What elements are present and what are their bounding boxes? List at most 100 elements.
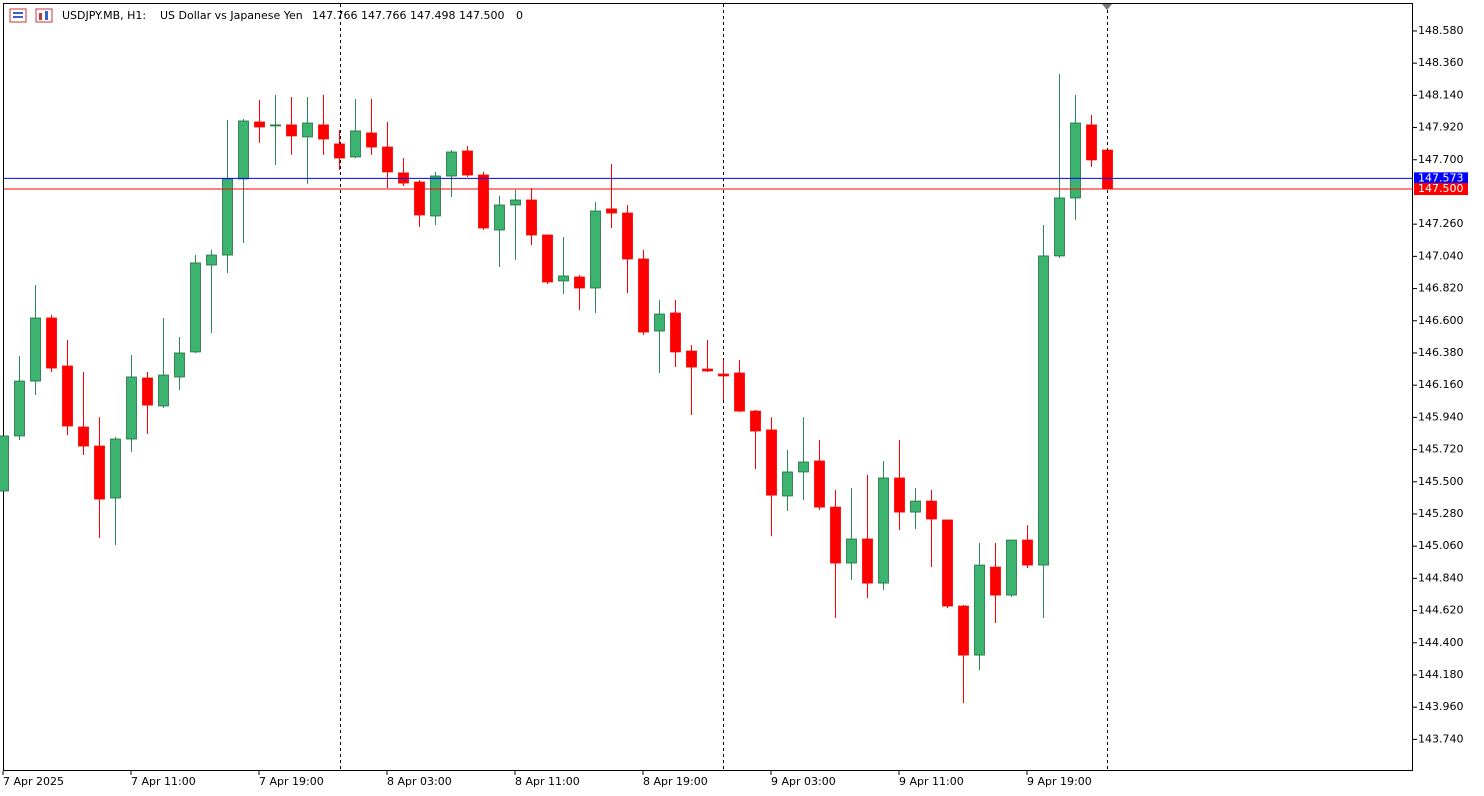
candle-body [302, 122, 313, 138]
candle-body [414, 181, 425, 216]
y-tick-label: 145.060 [1418, 539, 1464, 552]
y-tick-label: 147.260 [1418, 217, 1464, 230]
y-tick-label: 145.500 [1418, 475, 1464, 488]
candle-body [190, 262, 201, 353]
x-tick-label: 8 Apr 19:00 [643, 775, 708, 788]
y-tick-label: 147.700 [1418, 153, 1464, 166]
candle-body [542, 234, 553, 283]
x-tick-label: 7 Apr 19:00 [259, 775, 324, 788]
candle-body [462, 150, 473, 176]
candle-body [142, 377, 153, 406]
x-tick-label: 8 Apr 11:00 [515, 775, 580, 788]
candle-body [846, 538, 857, 564]
icon [45, 11, 48, 20]
y-tick-label: 146.820 [1418, 282, 1464, 295]
y-tick-label: 144.840 [1418, 571, 1464, 584]
chart-subtitle: US Dollar vs Japanese Yen [160, 9, 303, 22]
candle-body [286, 124, 297, 137]
candle-body [766, 429, 777, 496]
price-label: 147.500 [1418, 182, 1464, 195]
candle-body [782, 471, 793, 497]
candle-body [590, 210, 601, 289]
candle-body [974, 564, 985, 656]
candle-body [830, 506, 841, 564]
candle-body [1070, 122, 1081, 199]
candle-body [654, 313, 665, 332]
candle-body [270, 124, 281, 127]
y-tick-label: 145.940 [1418, 410, 1464, 423]
shift-marker [1102, 4, 1112, 10]
candle-body [814, 460, 825, 508]
candle-body [1054, 197, 1065, 257]
x-tick-label: 7 Apr 11:00 [131, 775, 196, 788]
candle-body [334, 143, 345, 159]
y-tick-label: 148.140 [1418, 88, 1464, 101]
y-tick-label: 145.720 [1418, 443, 1464, 456]
candle-body [206, 254, 217, 266]
candle-body [382, 146, 393, 173]
candle-body [94, 445, 105, 500]
candle-body [1038, 255, 1049, 566]
y-tick-label: 148.360 [1418, 56, 1464, 69]
candle-body [446, 151, 457, 177]
candle-body [574, 276, 585, 289]
candle-body [734, 372, 745, 412]
candle-body [1086, 124, 1097, 161]
candle-body [926, 500, 937, 520]
x-tick-label: 7 Apr 2025 [3, 775, 64, 788]
candle-body [990, 566, 1001, 596]
y-tick-label: 146.380 [1418, 346, 1464, 359]
y-tick-label: 148.580 [1418, 24, 1464, 37]
y-tick-label: 146.600 [1418, 314, 1464, 327]
candle-body [526, 199, 537, 236]
candle-body [638, 258, 649, 333]
candle-body [350, 130, 361, 158]
candle-body [894, 477, 905, 513]
candle-body [110, 438, 121, 499]
candle-body [478, 174, 489, 229]
candle-body [750, 410, 761, 432]
y-tick-label: 145.280 [1418, 507, 1464, 520]
x-tick-label: 8 Apr 03:00 [387, 775, 452, 788]
candle-body [366, 132, 377, 148]
candle-body [686, 350, 697, 368]
icon [13, 12, 23, 14]
chart-title: USDJPY.MB, H1: [62, 9, 146, 22]
candle-body [1102, 149, 1113, 190]
candle-body [46, 317, 57, 369]
icon [35, 8, 53, 23]
candle-body [878, 477, 889, 584]
candle-body [702, 368, 713, 372]
candle-body [14, 380, 25, 437]
candle-body [254, 121, 265, 128]
candle-body [798, 461, 809, 473]
price-label-box [1414, 172, 1468, 185]
candle-body [606, 208, 617, 214]
candle-body [0, 435, 9, 492]
y-tick-label: 143.960 [1418, 700, 1464, 713]
y-tick-label: 143.740 [1418, 732, 1464, 745]
candle-body [238, 120, 249, 180]
y-tick-label: 144.620 [1418, 604, 1464, 617]
candle-body [430, 175, 441, 217]
y-tick-label: 147.040 [1418, 249, 1464, 262]
y-tick-label: 147.920 [1418, 121, 1464, 134]
candle-body [222, 178, 233, 256]
candle-body [862, 538, 873, 584]
price-label-box [1414, 183, 1468, 196]
y-tick-label: 144.180 [1418, 668, 1464, 681]
icon [39, 13, 42, 20]
candle-body [126, 376, 137, 440]
header-values: 147.766 147.766 147.498 147.500 [312, 9, 504, 22]
candle-body [78, 426, 89, 447]
x-tick-label: 9 Apr 19:00 [1027, 775, 1092, 788]
candle-body [510, 199, 521, 206]
plot-frame [3, 3, 1413, 771]
separators [340, 4, 1108, 770]
candle-body [670, 312, 681, 353]
y-tick-label: 146.160 [1418, 378, 1464, 391]
x-tick-label: 9 Apr 11:00 [899, 775, 964, 788]
candle-body [30, 317, 41, 382]
header-icons [9, 8, 53, 23]
